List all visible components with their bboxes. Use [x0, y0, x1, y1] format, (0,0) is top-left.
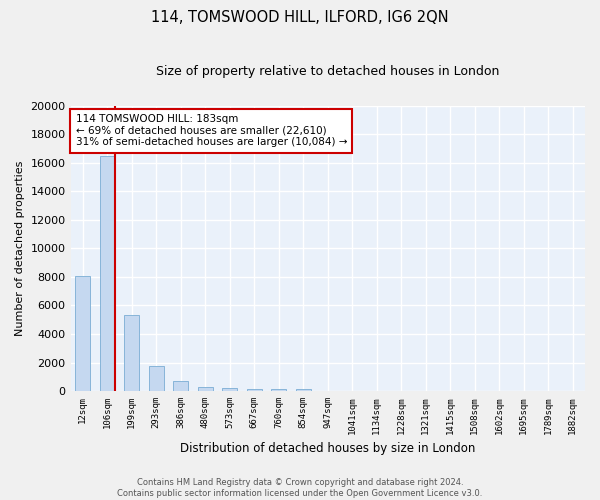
Bar: [271, 389, 286, 391]
Bar: [198, 387, 212, 391]
Title: Size of property relative to detached houses in London: Size of property relative to detached ho…: [156, 65, 499, 78]
Text: 114 TOMSWOOD HILL: 183sqm
← 69% of detached houses are smaller (22,610)
31% of s: 114 TOMSWOOD HILL: 183sqm ← 69% of detac…: [76, 114, 347, 148]
Bar: [296, 390, 311, 391]
Bar: [76, 276, 90, 391]
X-axis label: Distribution of detached houses by size in London: Distribution of detached houses by size …: [180, 442, 475, 455]
Y-axis label: Number of detached properties: Number of detached properties: [15, 160, 25, 336]
Bar: [124, 316, 139, 391]
Text: Contains HM Land Registry data © Crown copyright and database right 2024.
Contai: Contains HM Land Registry data © Crown c…: [118, 478, 482, 498]
Bar: [173, 381, 188, 391]
Bar: [149, 366, 164, 391]
Bar: [100, 156, 115, 391]
Bar: [247, 388, 262, 391]
Text: 114, TOMSWOOD HILL, ILFORD, IG6 2QN: 114, TOMSWOOD HILL, ILFORD, IG6 2QN: [151, 10, 449, 25]
Bar: [223, 388, 237, 391]
